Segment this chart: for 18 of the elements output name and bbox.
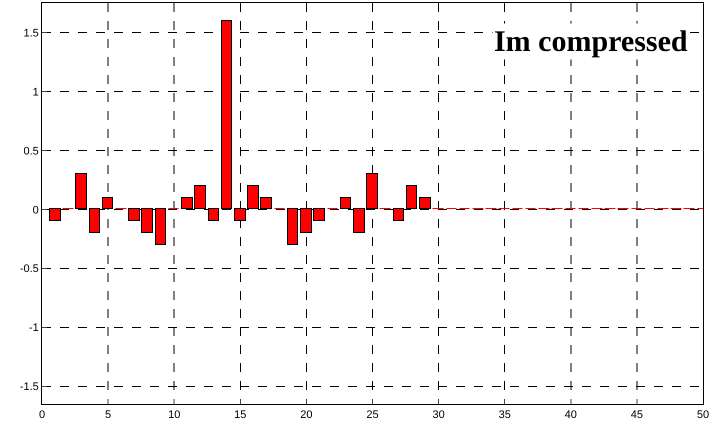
x-tick-label: 30 [432, 409, 445, 422]
y-tick-label: 1 [32, 86, 39, 98]
x-tick-label: 25 [366, 409, 379, 422]
x-tick-label: 50 [696, 409, 710, 422]
x-tick-label: 10 [168, 409, 180, 422]
annotation: Im compressed [494, 25, 688, 58]
x-tick-label: 35 [498, 409, 511, 422]
y-tick-label: 0.5 [24, 145, 39, 158]
y-tick-label: 1.5 [24, 27, 39, 40]
x-tick-label: 45 [630, 409, 644, 422]
x-tick-label: 40 [564, 409, 577, 422]
y-tick-label: 0 [32, 204, 39, 216]
x-tick-label: 15 [234, 409, 246, 422]
x-tick-label: 5 [105, 409, 112, 422]
y-tick-label: -1.5 [20, 381, 39, 394]
y-tick-label: -0.5 [20, 263, 39, 276]
x-tick-label: 20 [300, 409, 313, 422]
y-tick-label: -1 [29, 322, 39, 334]
